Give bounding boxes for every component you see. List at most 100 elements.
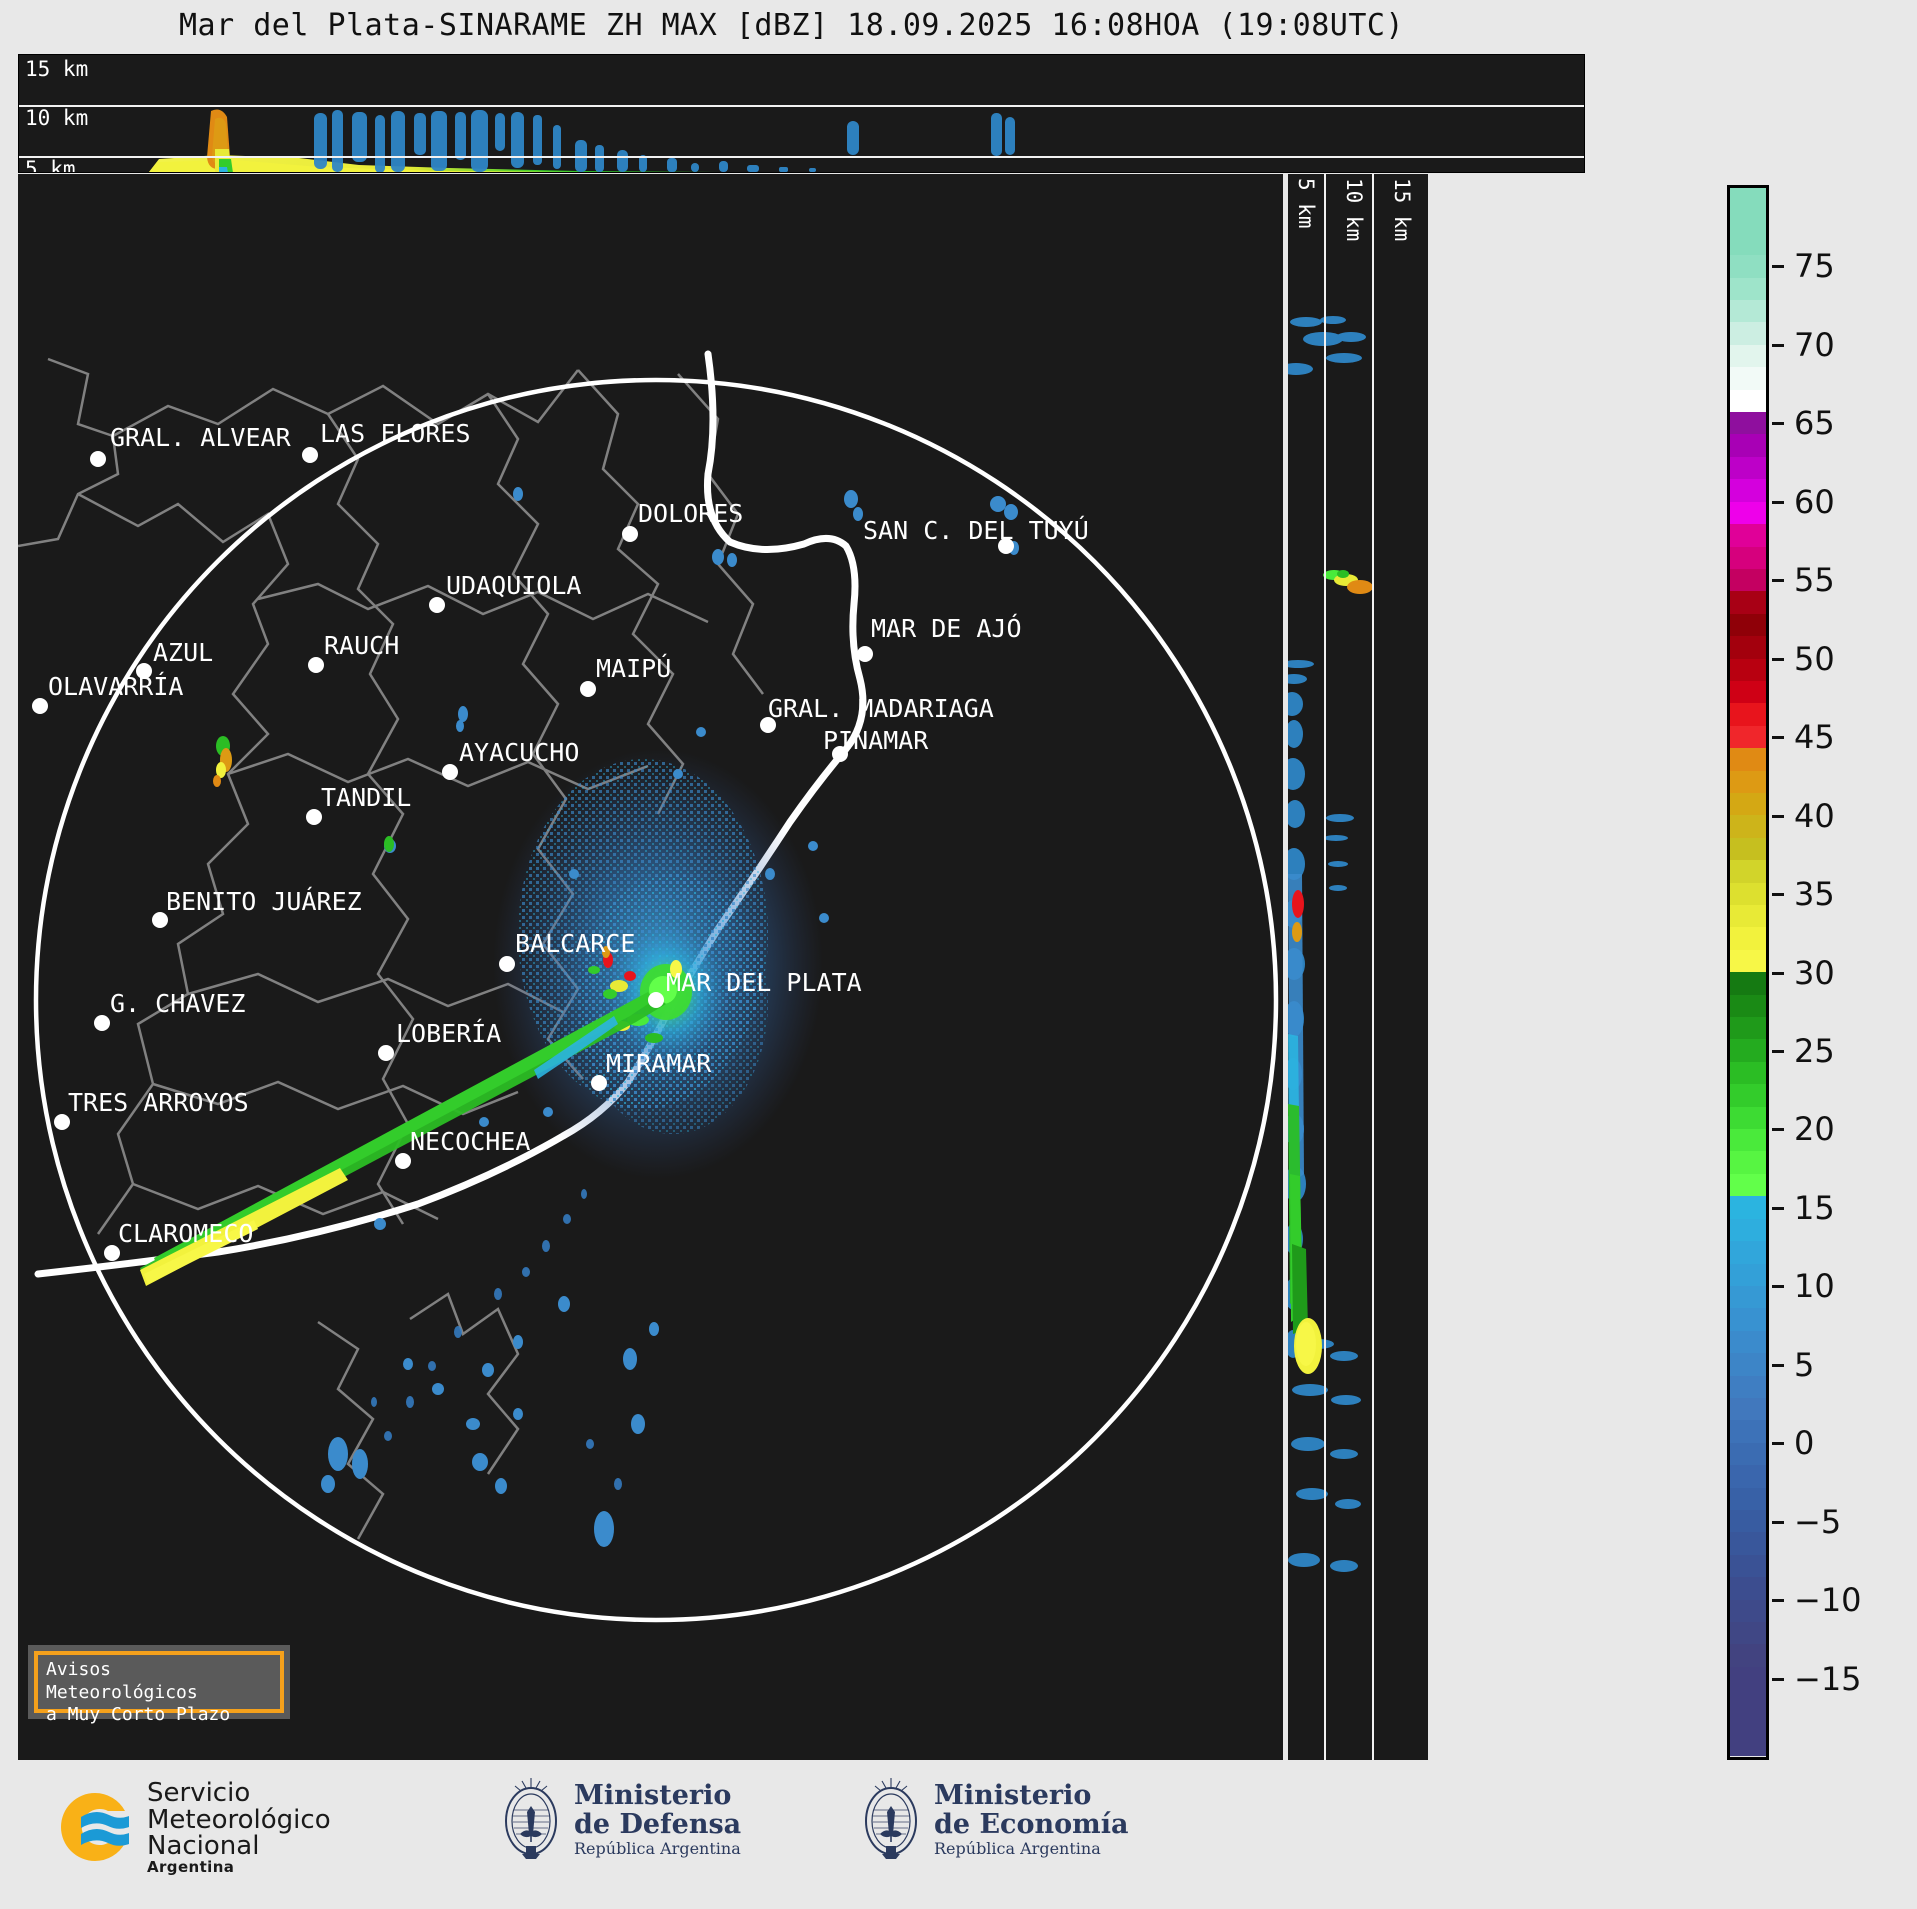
colorbar-tick-label: 75 <box>1794 247 1835 286</box>
city-dot <box>54 1114 70 1130</box>
top-xs-label-10km: 10 km <box>25 106 89 130</box>
colorbar-ticks: 75 70 65 60 55 50 45 40 35 30 25 20 15 10 5 0 −5 −10 −15 <box>1772 185 1912 1760</box>
colorbar-tick-dash <box>1772 422 1784 426</box>
colorbar-segment <box>1730 1599 1766 1622</box>
colorbar-tick-dash <box>1772 1442 1784 1446</box>
colorbar-segment <box>1730 412 1766 435</box>
colorbar-tick-dash <box>1772 1677 1784 1681</box>
smn-line-4: Argentina <box>147 1857 235 1876</box>
colorbar-segment <box>1730 188 1766 211</box>
city-label: G. CHAVEZ <box>110 989 245 1018</box>
argentina-coat-of-arms-icon <box>865 1778 917 1859</box>
smn-line-1: Servicio <box>147 1778 251 1808</box>
top-cross-section-panel: 15 km 10 km 5 km <box>18 54 1585 173</box>
mineco-line-3: República Argentina <box>934 1838 1101 1858</box>
colorbar-segment <box>1730 882 1766 905</box>
city-marker: SAN C. DEL TUYÚ <box>863 515 1089 554</box>
city-marker: LAS FLORES <box>302 419 471 463</box>
colorbar-tick-dash <box>1772 971 1784 975</box>
city-label: RAUCH <box>324 631 399 660</box>
colorbar-tick-label: 20 <box>1794 1110 1835 1149</box>
colorbar-segment <box>1730 1241 1766 1264</box>
colorbar-segment <box>1730 1644 1766 1667</box>
colorbar-segment <box>1730 546 1766 569</box>
city-label: NECOCHEA <box>410 1127 530 1156</box>
colorbar-tick-dash <box>1772 1520 1784 1524</box>
city-label: LAS FLORES <box>320 419 471 448</box>
radar-echoes <box>140 487 1019 1547</box>
colorbar-tick-dash <box>1772 1599 1784 1603</box>
top-xs-label-15km: 15 km <box>25 57 89 81</box>
city-marker: GRAL. MADARIAGA <box>760 694 994 733</box>
colorbar-segment <box>1730 456 1766 480</box>
smn-mark-icon <box>55 1787 135 1867</box>
colorbar-tick-dash <box>1772 736 1784 740</box>
colorbar-segment <box>1730 680 1766 704</box>
colorbar-tick-label: 25 <box>1794 1031 1835 1070</box>
city-dot <box>429 597 445 613</box>
beam-artifact <box>140 992 666 1286</box>
warning-box[interactable]: Avisos Meteorológicos a Muy Corto Plazo <box>28 1645 290 1725</box>
colorbar-segment <box>1730 479 1766 502</box>
radar-range-ring <box>33 377 1279 1623</box>
radar-map-panel[interactable]: GRAL. ALVEAR LAS FLORES DOLORES SAN C. DEL … <box>18 174 1283 1760</box>
warning-line-2: a Muy Corto Plazo <box>46 1704 231 1725</box>
mindef-line-2: de Defensa <box>574 1809 742 1841</box>
colorbar-segment <box>1730 1353 1766 1376</box>
city-dot <box>308 657 324 673</box>
colorbar-segment <box>1730 1689 1766 1712</box>
city-label: TANDIL <box>321 783 411 812</box>
city-dot <box>395 1153 411 1169</box>
city-dot <box>857 646 873 662</box>
colorbar-segment <box>1730 860 1766 883</box>
city-marker: TRES ARROYOS <box>54 1088 249 1130</box>
smn-line-3: Nacional <box>147 1831 260 1862</box>
colorbar-tick-label: 40 <box>1794 796 1835 835</box>
colorbar-tick-label: 5 <box>1794 1345 1815 1384</box>
city-label: BENITO JUÁREZ <box>166 887 362 916</box>
colorbar-segment <box>1730 1465 1766 1488</box>
colorbar-tick-dash <box>1772 893 1784 897</box>
city-marker: MAIPÚ <box>580 653 671 697</box>
city-label: BALCARCE <box>515 929 635 958</box>
city-marker: AYACUCHO <box>442 738 579 780</box>
colorbar-segment <box>1730 1061 1766 1085</box>
colorbar-segment <box>1730 1397 1766 1421</box>
colorbar-segment <box>1730 367 1766 390</box>
city-marker: BALCARCE <box>499 929 635 972</box>
city-marker: LOBERÍA <box>378 1019 501 1061</box>
colorbar-tick-label: 35 <box>1794 875 1835 914</box>
colorbar-segment <box>1730 1017 1766 1040</box>
smn-line-2: Meteorológico <box>147 1804 331 1835</box>
colorbar-segment <box>1730 389 1766 413</box>
colorbar-tick-label: 45 <box>1794 718 1835 757</box>
right-xs-label-5km: 5 km <box>1294 178 1318 229</box>
height-gridline-5km-right <box>1324 174 1326 1760</box>
colorbar-segment <box>1730 725 1766 749</box>
ministerio-economia-logo: Ministerio de Economía República Argenti… <box>860 1776 1128 1862</box>
city-label: PINAMAR <box>823 726 929 755</box>
colorbar-segment <box>1730 1509 1766 1533</box>
city-dot <box>302 447 318 463</box>
city-label: AZUL <box>153 638 213 667</box>
mineco-line-2: de Economía <box>934 1809 1129 1841</box>
city-marker: GRAL. ALVEAR <box>90 423 292 467</box>
colorbar-segment <box>1730 748 1766 771</box>
city-layer: GRAL. ALVEAR LAS FLORES DOLORES SAN C. DEL … <box>32 419 1089 1261</box>
city-dot <box>378 1045 394 1061</box>
city-label: LOBERÍA <box>396 1019 501 1048</box>
height-gridline-5km <box>19 156 1584 158</box>
city-dot <box>94 1015 110 1031</box>
mindef-line-1: Ministerio <box>574 1780 732 1812</box>
city-dot <box>499 956 515 972</box>
ministerio-defensa-logo: Ministerio de Defensa República Argentin… <box>500 1776 741 1862</box>
colorbar-tick-dash <box>1772 1049 1784 1053</box>
colorbar-tick-label: 65 <box>1794 404 1835 443</box>
colorbar-segment <box>1730 300 1766 323</box>
colorbar-segment <box>1730 1532 1766 1555</box>
city-label: GRAL. ALVEAR <box>110 423 292 452</box>
colorbar-segment <box>1730 1577 1766 1600</box>
colorbar-segment <box>1730 524 1766 547</box>
colorbar-tick-dash <box>1772 1363 1784 1367</box>
right-xs-label-15km: 15 km <box>1390 178 1414 242</box>
